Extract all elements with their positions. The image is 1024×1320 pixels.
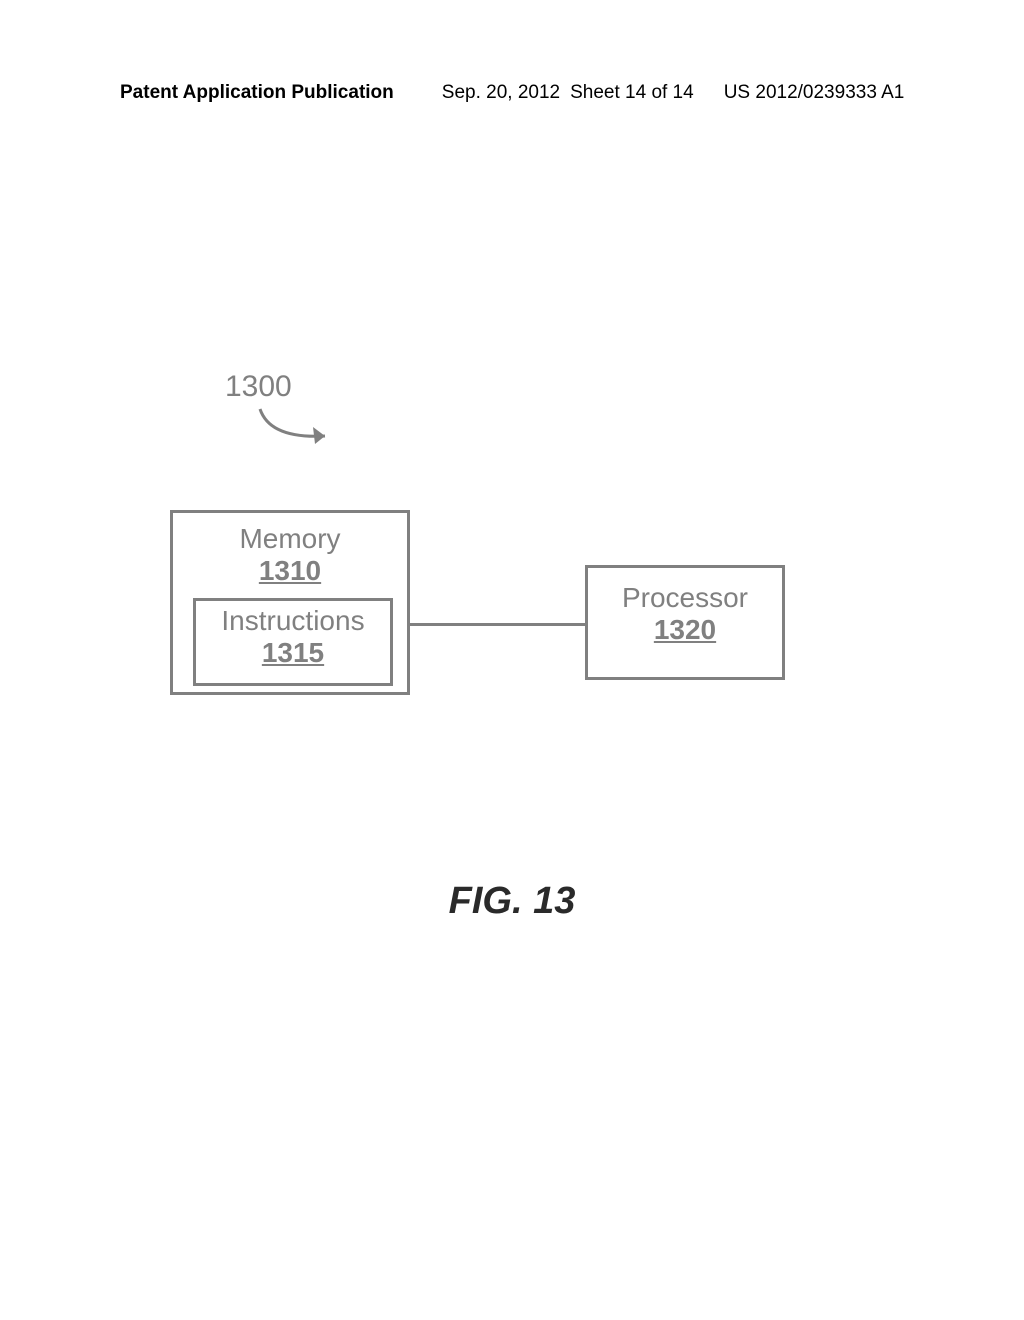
reference-numeral-1300: 1300 [225, 370, 292, 404]
connector-line [410, 623, 585, 626]
memory-number: 1310 [173, 555, 407, 587]
instructions-block: Instructions 1315 [193, 598, 393, 686]
page-header: Patent Application Publication Sep. 20, … [0, 82, 1024, 104]
figure-caption: FIG. 13 [0, 880, 1024, 923]
memory-label: Memory [173, 523, 407, 555]
processor-number: 1320 [588, 614, 782, 646]
instructions-label: Instructions [196, 605, 390, 637]
instructions-number: 1315 [196, 637, 390, 669]
memory-block: Memory 1310 Instructions 1315 [170, 510, 410, 695]
processor-label: Processor [588, 582, 782, 614]
sheet-number: Sheet 14 of 14 [570, 82, 694, 104]
publication-number: US 2012/0239333 A1 [724, 82, 905, 104]
publication-date: Sep. 20, 2012 [442, 82, 560, 104]
publication-label: Patent Application Publication [120, 82, 394, 104]
reference-arrow-icon [255, 404, 345, 454]
processor-block: Processor 1320 [585, 565, 785, 680]
